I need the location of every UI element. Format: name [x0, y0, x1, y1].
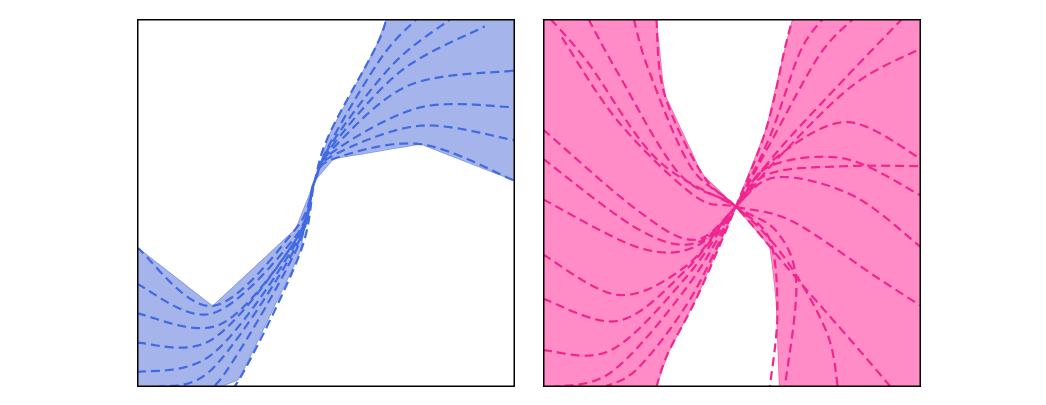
series-line-3	[137, 102, 515, 330]
plot-frame	[137, 19, 515, 387]
envelope-band	[137, 19, 515, 387]
right-chart-panel	[543, 19, 921, 387]
plot-area	[137, 19, 515, 387]
plot-frame	[543, 19, 921, 387]
series-line-14	[560, 36, 921, 307]
left-chart	[137, 19, 515, 387]
series-line-7	[189, 19, 418, 387]
plot-area	[543, 19, 921, 387]
series-line-8	[219, 19, 388, 387]
right-chart	[543, 19, 921, 387]
left-chart-panel	[137, 19, 515, 387]
series-line-1	[137, 142, 515, 308]
series-line-13	[655, 19, 779, 387]
series-line-1	[543, 155, 921, 254]
series-line-6	[155, 19, 452, 387]
series-line-12	[632, 19, 892, 387]
